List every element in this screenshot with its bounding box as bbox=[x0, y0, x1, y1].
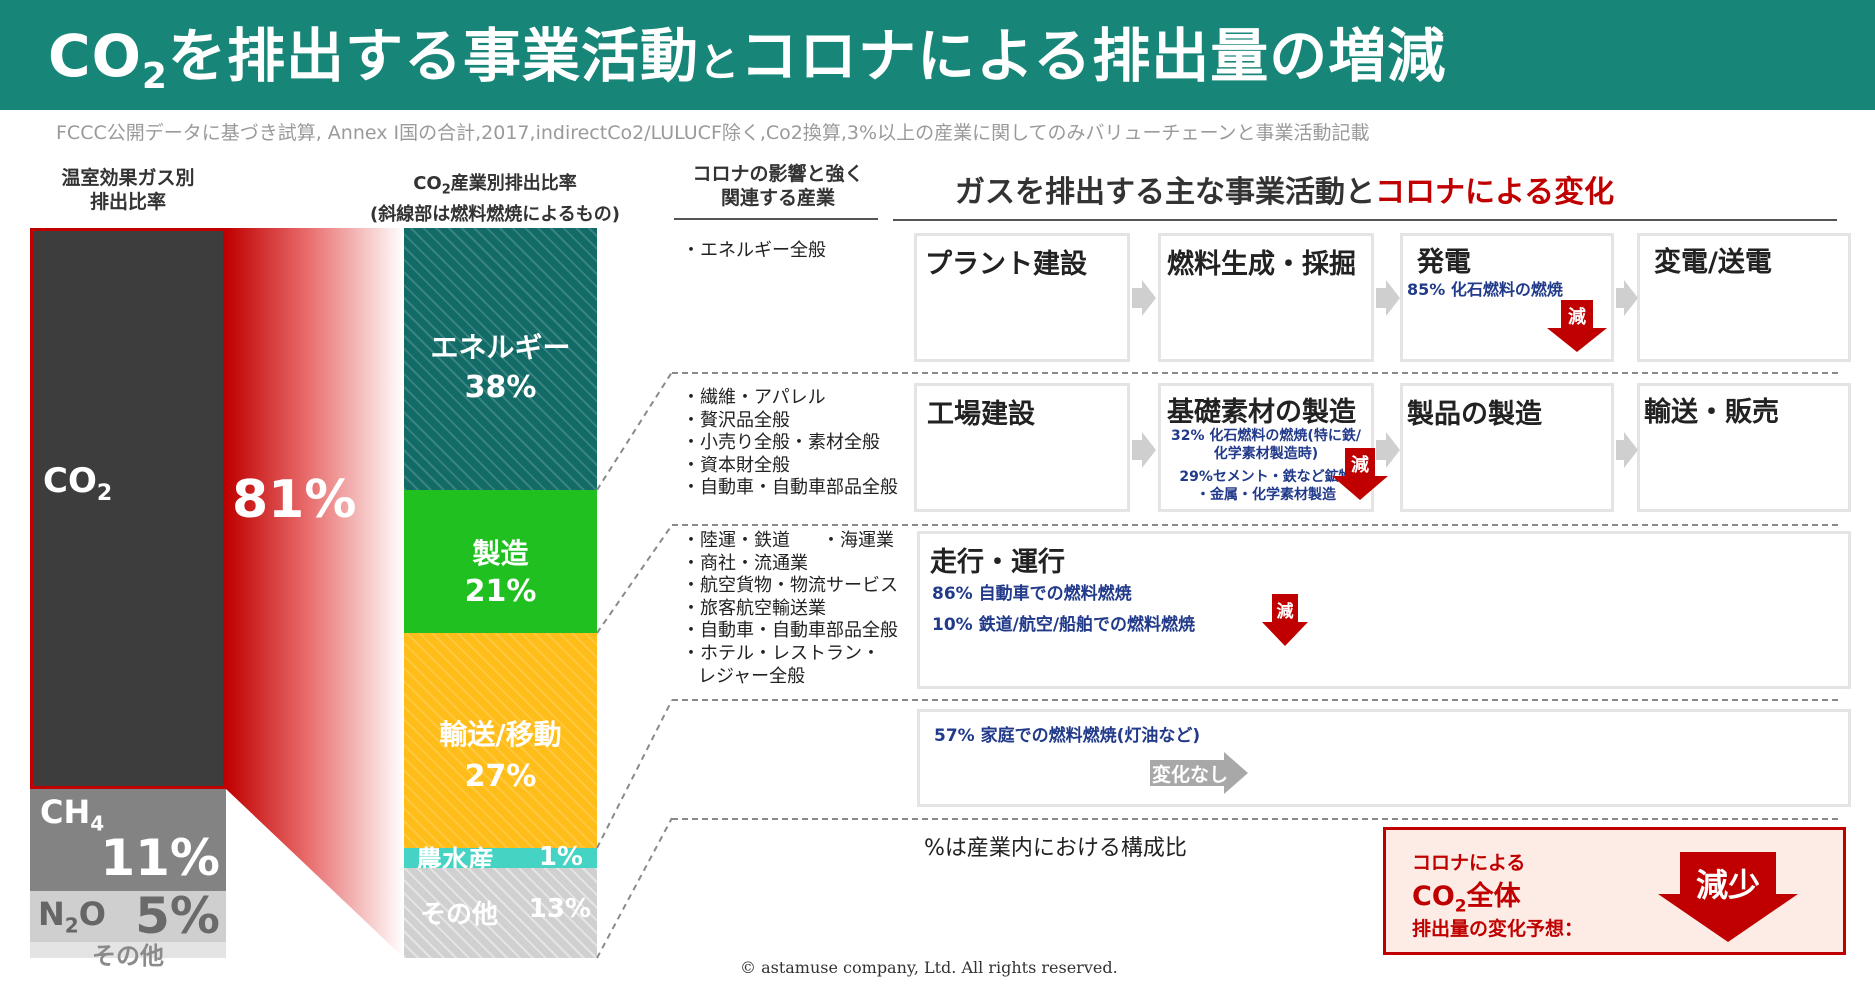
activity-power-generation: 発電 85% 化石燃料の燃焼 bbox=[1400, 233, 1614, 362]
n2o-value: 5% bbox=[135, 887, 220, 945]
activity-product-manufacturing: 製品の製造 bbox=[1400, 383, 1614, 512]
activity-factory-construction: 工場建設 bbox=[914, 383, 1130, 512]
other-gas-label: その他 bbox=[92, 942, 164, 970]
segment-other-label: その他 bbox=[420, 900, 499, 930]
segment-energy: エネルギー 38% bbox=[404, 228, 597, 490]
activity-driving-operation: 走行・運行 86% 自動車での燃料燃焼 10% 鉄道/航空/船舶での燃料燃焼 bbox=[917, 531, 1851, 689]
segment-other-value: 13% bbox=[528, 894, 591, 924]
co2-share-value: 81% bbox=[232, 470, 357, 530]
co2-bar-segment: CO2 bbox=[30, 228, 226, 789]
segment-manufacturing-label: 製造 bbox=[472, 537, 529, 570]
activity-plant-construction: プラント建設 bbox=[914, 233, 1130, 362]
row-divider-2 bbox=[672, 524, 1838, 526]
summary-box: コロナによる CO2全体 排出量の変化予想： 減少 bbox=[1383, 827, 1846, 955]
summary-decrease-arrow: 減少 bbox=[1658, 852, 1798, 942]
ch4-label: CH4 bbox=[40, 793, 105, 836]
activities-heading: ガスを排出する主な事業活動とコロナによる変化 bbox=[955, 175, 1615, 210]
activity-basic-materials: 基礎素材の製造 32% 化石燃料の燃焼(特に鉄/ 化学素材製造時) 29%セメン… bbox=[1158, 383, 1374, 512]
summary-line-2: CO2全体 bbox=[1412, 881, 1521, 917]
decrease-arrow-manufacturing: 減 bbox=[1332, 448, 1388, 500]
n2o-label: N2O bbox=[38, 895, 106, 938]
segment-other: その他 13% bbox=[404, 868, 597, 958]
ch4-value: 11% bbox=[100, 829, 220, 887]
related-industry-heading: コロナの影響と強く 関連する産業 bbox=[692, 163, 864, 209]
household-note: 57% 家庭での燃料燃焼(灯油など) bbox=[934, 726, 1201, 746]
segment-transport-label: 輸送/移動 bbox=[439, 718, 562, 751]
segment-transport-value: 27% bbox=[464, 759, 537, 794]
page-title: CO2を排出する事業活動とコロナによる排出量の増減 bbox=[48, 22, 1447, 97]
n2o-bar-segment: N2O 5% bbox=[30, 887, 226, 945]
power-generation-note: 85% 化石燃料の燃焼 bbox=[1407, 280, 1563, 299]
segment-transport: 輸送/移動 27% bbox=[404, 633, 597, 848]
activity-fuel-production: 燃料生成・採掘 bbox=[1158, 233, 1374, 362]
decrease-arrow-energy: 減 bbox=[1547, 300, 1607, 352]
industry-column-heading: CO2産業別排出比率 (斜線部は燃料燃焼によるもの) bbox=[370, 173, 620, 225]
row-divider-4 bbox=[672, 818, 1838, 820]
segment-manufacturing-value: 21% bbox=[464, 574, 537, 609]
basic-materials-note-1: 32% 化石燃料の燃焼(特に鉄/ 化学素材製造時) bbox=[1171, 428, 1361, 462]
activity-transmission: 変電/送電 bbox=[1637, 233, 1851, 362]
driving-note-1: 86% 自動車での燃料燃焼 bbox=[932, 584, 1132, 604]
no-change-arrow: 変化なし bbox=[1150, 752, 1248, 794]
segment-energy-value: 38% bbox=[464, 370, 537, 405]
decrease-arrow-transport: 減 bbox=[1262, 594, 1308, 646]
co2-breakdown-connector bbox=[226, 228, 404, 958]
activity-shipping-sales: 輸送・販売 bbox=[1637, 383, 1851, 512]
composition-footnote: %は産業内における構成比 bbox=[924, 836, 1187, 861]
manufacturing-related-industries: ・繊維・アパレル ・贅沢品全般 ・小売り全般・素材全般 ・資本財全般 ・自動車・… bbox=[682, 387, 898, 499]
summary-line-1: コロナによる bbox=[1412, 852, 1526, 874]
ch4-bar-segment: CH4 11% bbox=[30, 789, 226, 891]
basic-materials-note-2: 29%セメント・鉄など鉱物 ・金属・化学素材製造 bbox=[1179, 469, 1353, 503]
household-combustion-box: 57% 家庭での燃料燃焼(灯油など) bbox=[917, 709, 1851, 807]
related-heading-underline bbox=[674, 218, 878, 220]
row-divider-3 bbox=[672, 699, 1838, 701]
activities-heading-underline bbox=[893, 219, 1837, 221]
segment-energy-label: エネルギー bbox=[430, 331, 571, 364]
copyright: © astamuse company, Ltd. All rights rese… bbox=[740, 958, 1118, 977]
segment-agriculture-value: 1% bbox=[538, 842, 583, 872]
summary-line-3: 排出量の変化予想： bbox=[1412, 918, 1584, 940]
transport-related-industries: ・陸運・鉄道 ・商社・流通業 ・航空貨物・物流サービス ・旅客航空輸送業 ・自動… bbox=[682, 530, 898, 687]
transport-related-industries-extra: ・海運業 bbox=[822, 530, 894, 551]
header-bar bbox=[0, 0, 1875, 110]
other-gas-bar-segment: その他 bbox=[30, 942, 226, 970]
segment-manufacturing: 製造 21% bbox=[404, 490, 597, 633]
gas-column-heading: 温室効果ガス別 排出比率 bbox=[61, 167, 195, 213]
row-divider-1 bbox=[672, 372, 1838, 374]
co2-label: CO2 bbox=[43, 461, 113, 506]
energy-related-industries: ・エネルギー全般 bbox=[682, 240, 826, 261]
page-subtitle: FCCC公開データに基づき試算, Annex I国の合計,2017,indire… bbox=[56, 122, 1370, 144]
driving-note-2: 10% 鉄道/航空/船舶での燃料燃焼 bbox=[932, 615, 1196, 635]
